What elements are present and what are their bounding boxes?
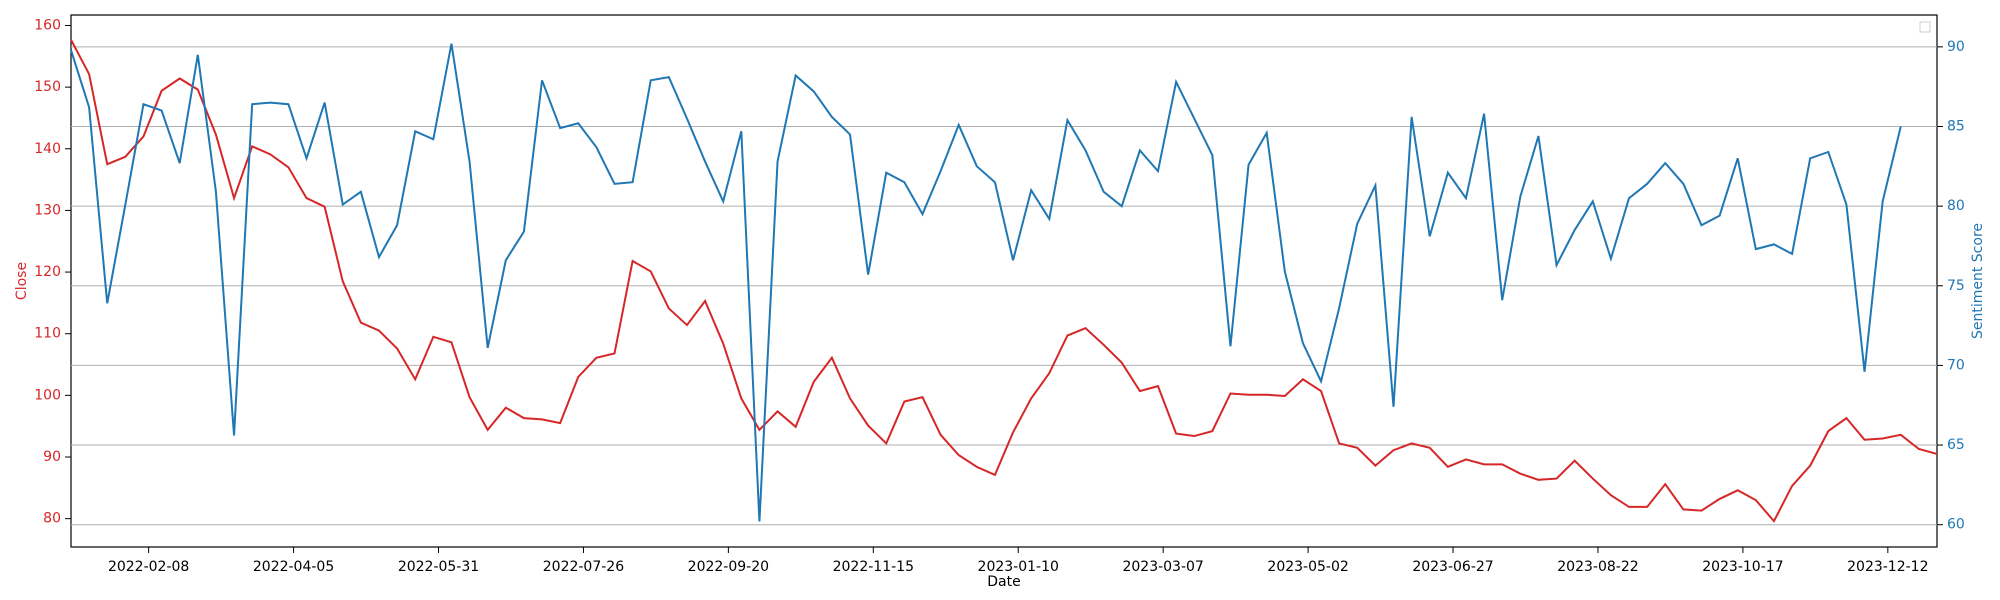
- y2-tick-label: 80: [1947, 198, 1965, 214]
- x-tick-label: 2023-10-17: [1702, 559, 1783, 575]
- y-tick-label: 140: [34, 141, 61, 157]
- line-series: [70, 39, 1938, 523]
- y-tick-label: 100: [34, 387, 61, 403]
- y-tick-label: 150: [34, 79, 61, 95]
- y2-tick-label: 65: [1947, 437, 1965, 453]
- x-tick-label: 2023-03-07: [1122, 559, 1203, 575]
- x-axis-label: Date: [987, 574, 1020, 590]
- x-tick-label: 2023-01-10: [978, 559, 1059, 575]
- y2-axis-label: Sentiment Score: [1970, 223, 1986, 339]
- x-tick-label: 2022-11-15: [833, 559, 914, 575]
- x-tick-label: 2023-12-12: [1847, 559, 1928, 575]
- plot-frame: [70, 14, 1938, 548]
- y-tick-label: 160: [34, 17, 61, 33]
- x-tick-label: 2022-05-31: [398, 559, 479, 575]
- x-tick-label: 2023-08-22: [1557, 559, 1638, 575]
- x-tick-label: 2022-04-05: [253, 559, 334, 575]
- line-series: [70, 43, 1902, 522]
- x-tick-label: 2022-09-20: [688, 559, 769, 575]
- y-tick-label: 110: [34, 326, 61, 342]
- x-tick-label: 2022-07-26: [543, 559, 624, 575]
- x-tick-label: 2023-05-02: [1267, 559, 1348, 575]
- y2-tick-label: 70: [1947, 357, 1965, 373]
- x-tick-label: 2022-02-08: [108, 559, 189, 575]
- y-axis-label: Close: [14, 262, 30, 300]
- y2-tick-label: 75: [1947, 278, 1965, 294]
- y-tick-label: 80: [43, 511, 61, 527]
- x-tick-label: 2023-06-27: [1412, 559, 1493, 575]
- legend-box: [1919, 21, 1931, 33]
- y2-tick-label: 85: [1947, 118, 1965, 134]
- y2-tick-label: 60: [1947, 517, 1965, 533]
- y-tick-label: 90: [43, 449, 61, 465]
- y-tick-label: 120: [34, 264, 61, 280]
- y2-tick-label: 90: [1947, 39, 1965, 55]
- y-tick-label: 130: [34, 202, 61, 218]
